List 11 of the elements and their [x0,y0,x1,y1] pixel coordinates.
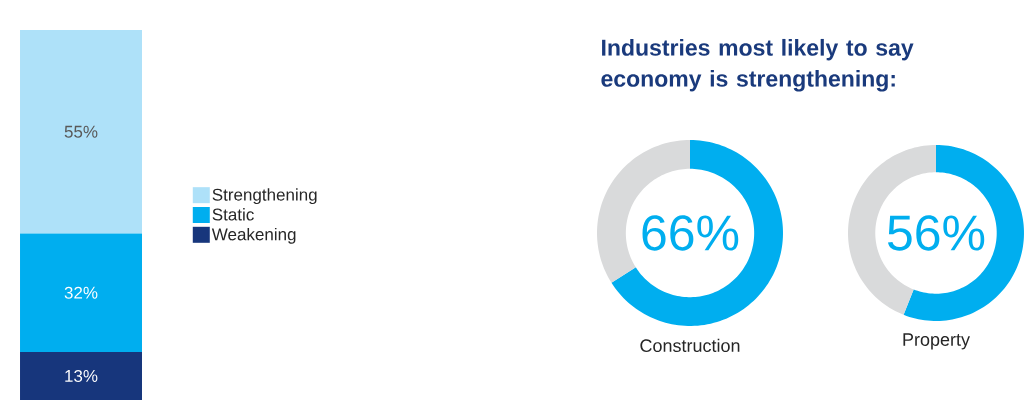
legend-label: Strengthening [212,188,317,205]
data-label: 55% [64,125,98,138]
text: Construction [640,338,740,353]
legend-label: Static [212,208,254,221]
legend-label: Weakening [211,227,296,244]
data-label: 13% [65,369,98,382]
text: Property [903,333,970,350]
data-label: 66% [642,215,739,251]
data-label: 32% [64,286,98,299]
chart-title: Industries most likely to say economy is strengthening: [601,38,914,92]
data-label: 56% [887,215,985,251]
